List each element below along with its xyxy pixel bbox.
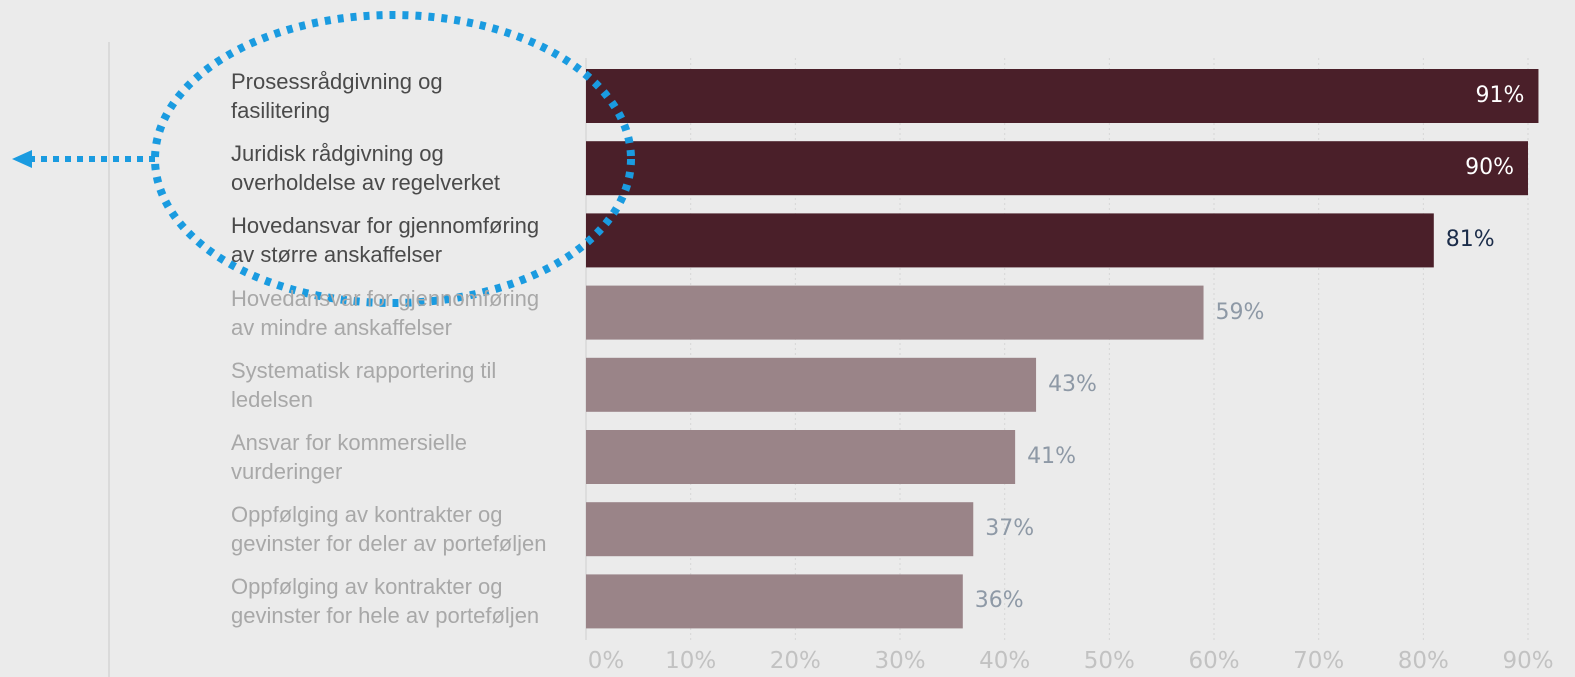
data-label: 41% — [1027, 444, 1077, 469]
x-tick-label: 60% — [1188, 648, 1240, 674]
category-label: Oppfølging av kontrakter og gevinster fo… — [231, 574, 540, 629]
data-label: 90% — [1465, 155, 1514, 181]
data-label: 59% — [1215, 299, 1265, 325]
data-label: 43% — [1048, 371, 1097, 397]
x-tick-label: 50% — [1083, 648, 1135, 674]
highlight-ellipse — [151, 11, 635, 307]
x-tick-label: 30% — [874, 648, 926, 674]
x-tick-label: 80% — [1397, 648, 1449, 674]
category-label: Oppfølging av kontrakter og gevinster fo… — [231, 502, 547, 557]
category-label: Prosessrådgivning og fasilitering — [231, 69, 443, 123]
x-tick-label: 40% — [979, 648, 1031, 674]
bar — [586, 213, 1434, 268]
category-label: Ansvar for kommersielle vurderinger — [231, 430, 467, 484]
arrow-left-icon — [12, 150, 32, 168]
category-label: Hovedansvar for gjennomføring av mindre … — [231, 285, 540, 340]
x-tick-label: 10% — [665, 648, 717, 674]
bars — [586, 69, 1539, 629]
category-label: Hovedansvar for gjennomføring av større … — [231, 213, 540, 268]
x-tick-label: 0% — [587, 648, 625, 674]
bar — [586, 574, 963, 629]
data-label: 91% — [1475, 83, 1525, 108]
data-label: 37% — [985, 516, 1035, 542]
bar — [586, 69, 1539, 123]
data-label: 81% — [1445, 227, 1495, 253]
bar — [586, 285, 1204, 340]
category-label: Juridisk rådgivning og overholdelse av r… — [231, 141, 501, 196]
bar — [586, 430, 1016, 484]
bar — [586, 502, 974, 557]
x-tick-label: 90% — [1502, 648, 1554, 674]
annotation — [12, 11, 635, 307]
bar — [586, 357, 1037, 412]
data-label: 36% — [974, 588, 1024, 614]
bar — [586, 141, 1528, 196]
x-tick-label: 20% — [769, 648, 821, 674]
x-tick-label: 70% — [1293, 648, 1345, 674]
category-label: Systematisk rapportering til ledelsen — [231, 357, 497, 412]
